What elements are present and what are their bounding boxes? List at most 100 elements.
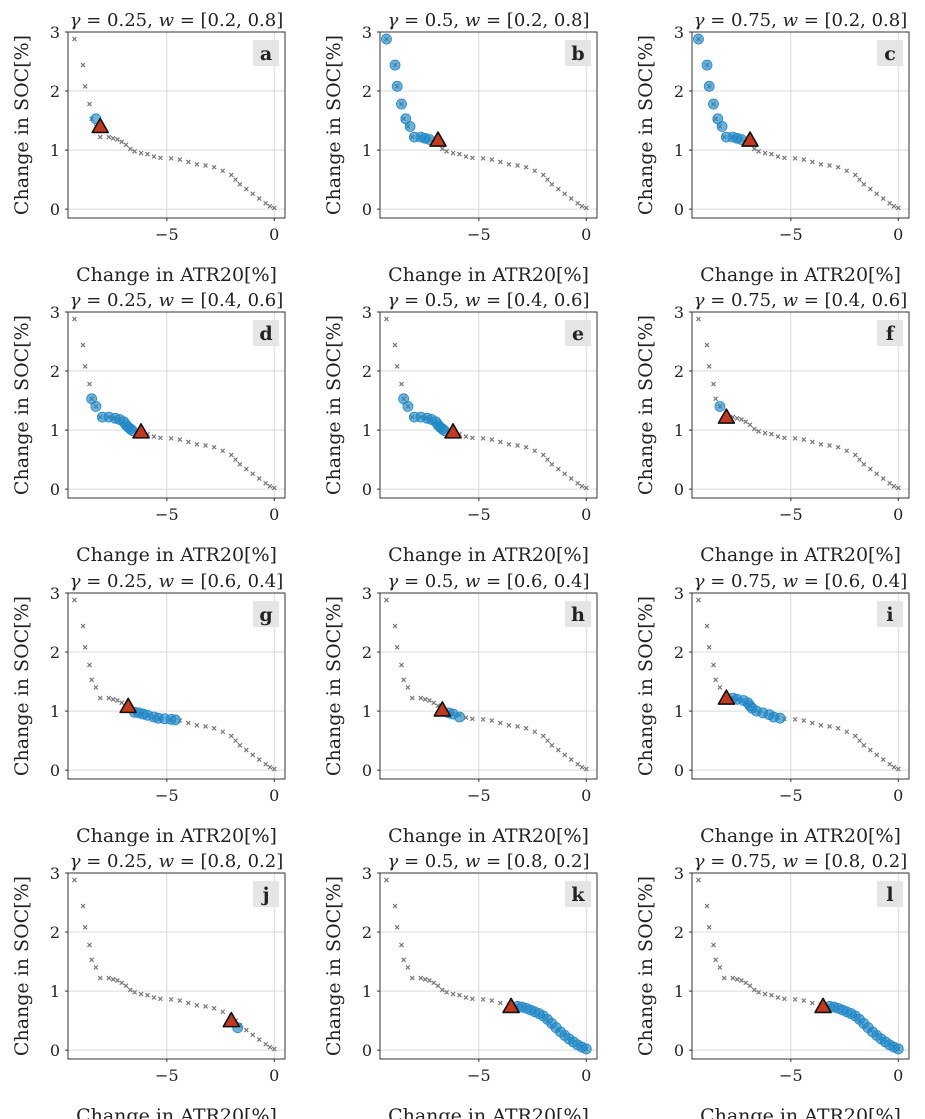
- y-tick-label: 0: [362, 480, 372, 499]
- frontier-point: [422, 696, 428, 702]
- frontier-point: [769, 151, 774, 157]
- axes-frame: [691, 872, 910, 1060]
- panel-letter-badge: [565, 881, 591, 907]
- frontier-point: [151, 995, 157, 1001]
- frontier-point: [827, 163, 832, 168]
- frontier-point: [555, 466, 561, 472]
- frontier-point: [405, 685, 411, 690]
- frontier-point: [82, 83, 88, 89]
- frontier-point: [243, 747, 249, 753]
- y-axis-label: Change in SOC[%]: [635, 315, 657, 495]
- frontier-point: [87, 101, 92, 107]
- y-tick-label: 2: [362, 82, 372, 101]
- y-tick-label: 0: [362, 200, 372, 219]
- frontier-point: [114, 978, 120, 983]
- panel-letter-badge: [877, 601, 903, 627]
- x-axis-label: Change in ATR20[%]: [388, 825, 589, 847]
- axes-frame: [379, 872, 598, 1060]
- y-axis-label: Change in SOC[%]: [323, 315, 345, 495]
- frontier-point: [444, 148, 450, 154]
- frontier-point: [857, 738, 863, 744]
- frontier-point: [575, 761, 581, 767]
- panel-letter: b: [571, 43, 584, 65]
- frontier-point: [72, 597, 77, 603]
- chosen-point: [429, 131, 447, 147]
- frontier-point: [256, 757, 262, 762]
- y-tick-label: 2: [362, 362, 372, 381]
- frontier-point: [80, 903, 86, 909]
- frontier-point: [177, 157, 183, 162]
- frontier-point: [568, 757, 574, 762]
- frontier-point: [809, 439, 815, 445]
- frontier-point: [540, 172, 546, 178]
- frontier-point: [384, 597, 389, 603]
- frontier-point: [756, 428, 762, 434]
- frontier-point: [185, 720, 191, 726]
- frontier-point: [515, 724, 520, 729]
- frontier-point: [211, 1005, 217, 1011]
- frontier-point: [532, 168, 538, 174]
- frontier-point: [457, 992, 462, 998]
- y-axis-label: Change in SOC[%]: [11, 315, 33, 495]
- y-tick-label: 0: [674, 1041, 684, 1060]
- frontier-point: [256, 476, 262, 481]
- panel-title: γ = 0.25, w = [0.4, 0.6]: [70, 290, 284, 311]
- frontier-point: [844, 729, 850, 735]
- frontier-point: [237, 461, 243, 467]
- x-axis-label: Change in ATR20[%]: [76, 1105, 277, 1119]
- frontier-point: [392, 342, 398, 348]
- frontier-point: [861, 181, 867, 187]
- y-tick-label: 0: [50, 761, 60, 780]
- y-axis-label: Change in SOC[%]: [11, 876, 33, 1056]
- y-tick-label: 0: [50, 200, 60, 219]
- frontier-point: [540, 452, 546, 458]
- panel-g: −5 0 0 1 2 3 Change in ATR20[%] Change in SOC[%…: [11, 571, 286, 847]
- axes-frame: [379, 592, 598, 780]
- frontier-point: [506, 722, 512, 728]
- y-tick-label: 2: [362, 643, 372, 662]
- panel-e: −5 0 0 1 2 3 Change in ATR20[%] Change in SOC[%…: [323, 290, 598, 566]
- frontier-point: [114, 137, 120, 142]
- frontier-point: [762, 430, 768, 436]
- selected-point: [454, 711, 465, 723]
- y-tick-label: 0: [674, 200, 684, 219]
- y-tick-label: 3: [362, 864, 372, 883]
- x-tick-label: −5: [155, 505, 179, 524]
- x-axis-label: Change in ATR20[%]: [700, 825, 901, 847]
- frontier-point: [106, 695, 112, 701]
- frontier-point: [852, 733, 858, 739]
- y-tick-label: 3: [50, 23, 60, 42]
- frontier-point: [82, 924, 88, 930]
- panel-letter-badge: [877, 881, 903, 907]
- frontier-point: [426, 978, 432, 983]
- frontier-point: [775, 154, 781, 160]
- selected-point: [389, 59, 401, 71]
- frontier-point: [781, 435, 787, 441]
- frontier-point: [887, 200, 893, 206]
- frontier-point: [555, 747, 561, 753]
- panel-letter: e: [572, 323, 584, 345]
- frontier-point: [713, 957, 719, 963]
- frontier-point: [401, 957, 407, 963]
- frontier-point: [835, 164, 841, 170]
- chosen-point: [222, 1011, 241, 1028]
- panel-title: γ = 0.75, w = [0.6, 0.4]: [694, 571, 908, 592]
- frontier-point: [575, 480, 581, 486]
- frontier-point: [583, 766, 589, 772]
- frontier-point: [194, 1002, 200, 1008]
- y-tick-label: 0: [362, 1041, 372, 1060]
- frontier-point: [497, 720, 503, 726]
- panel-c: −5 0 0 1 2 3 Change in ATR20[%] Change in SOC[%…: [635, 10, 910, 286]
- frontier-point: [250, 471, 256, 477]
- frontier-point: [384, 877, 389, 883]
- frontier-point: [706, 924, 712, 930]
- frontier-point: [233, 457, 239, 463]
- frontier-point: [895, 205, 901, 211]
- frontier-point: [426, 698, 432, 703]
- x-tick-label: −5: [155, 225, 179, 244]
- panel-letter: h: [571, 604, 585, 626]
- frontier-point: [747, 422, 753, 428]
- frontier-point: [809, 720, 815, 726]
- frontier-point: [203, 443, 208, 448]
- frontier-point: [431, 980, 437, 986]
